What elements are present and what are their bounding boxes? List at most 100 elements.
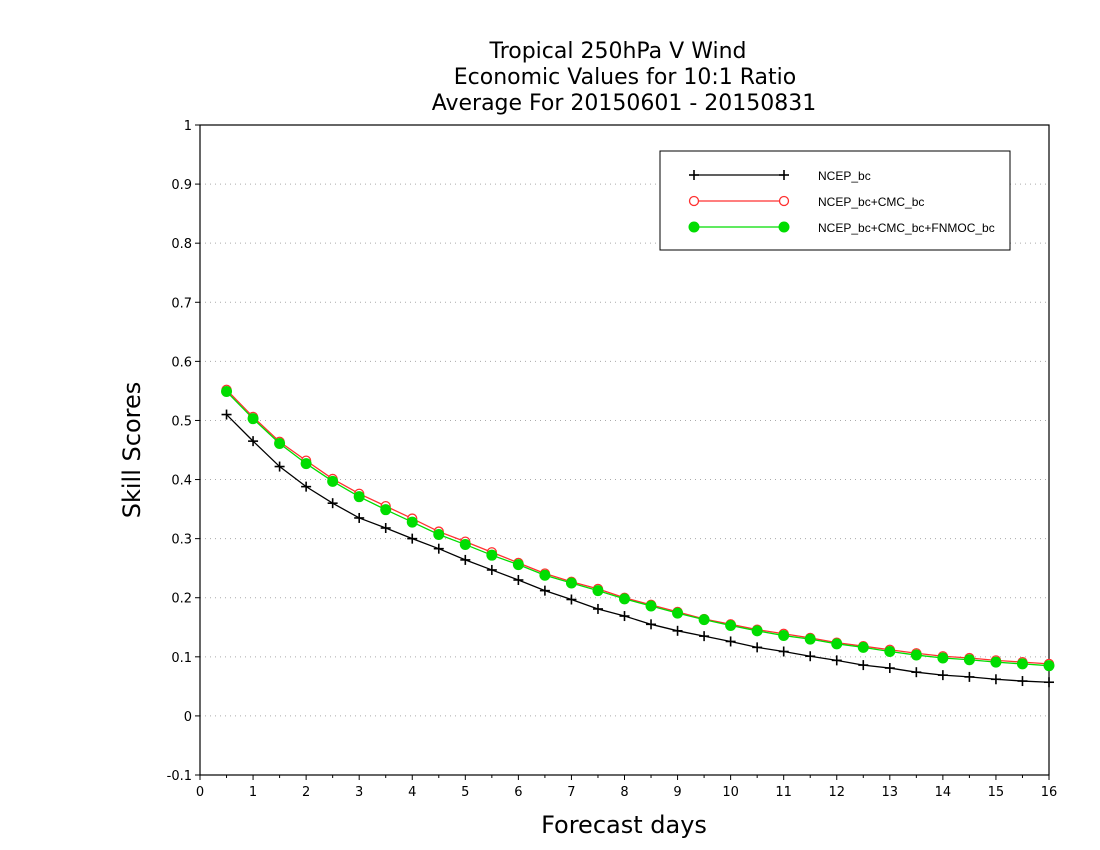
series-2-point-10 (486, 549, 498, 561)
series-2-point-25 (884, 646, 896, 657)
series-0-point-23 (831, 655, 842, 666)
legend-label-1: NCEP_bc+CMC_bc (818, 195, 924, 209)
legend-items: NCEP_bc NCEP_bc+CMC_bc NCEP_bc+CMC_bc+FNMO… (688, 169, 995, 235)
series-2-point-18 (698, 614, 710, 626)
series-2-point-6 (380, 504, 392, 516)
y-tick-label-5: 0.4 (171, 474, 192, 489)
series-2-point-5 (353, 491, 365, 503)
series-2-point-15 (619, 593, 630, 605)
grid-lines (200, 183, 1049, 717)
series-2-point-19 (725, 620, 737, 631)
y-tick-label-1: 0 (184, 710, 192, 725)
series-0-point-31 (1044, 677, 1054, 688)
series-2-point-11 (512, 559, 524, 571)
title-line-2: Economic Values for 10:1 Ratio (454, 65, 796, 90)
y-tick-label-11: 1 (184, 119, 192, 134)
series-0-point-7 (407, 533, 418, 544)
series-2-point-13 (565, 577, 577, 589)
y-tick-label-7: 0.6 (171, 355, 192, 370)
x-tick-label-2: 2 (302, 785, 310, 800)
x-tick-label-7: 7 (567, 785, 575, 800)
series-0-point-17 (672, 625, 683, 636)
series-0-point-15 (619, 611, 630, 622)
legend: NCEP_bc NCEP_bc+CMC_bc NCEP_bc+CMC_bc+FNMO… (659, 150, 1011, 251)
y-axis-ticks: -0.1 0 0.1 0.2 0.3 0.4 0.5 0.6 0.7 0.8 0.9 1 (167, 119, 200, 784)
series-0-point-22 (805, 651, 816, 662)
x-axis-label: Forecast days (541, 811, 707, 839)
x-tick-label-11: 11 (775, 785, 792, 800)
series-0-point-4 (327, 498, 338, 509)
series-0-point-12 (539, 585, 550, 596)
y-tick-label-10: 0.9 (171, 178, 192, 193)
series-2-point-27 (937, 652, 949, 664)
x-tick-label-4: 4 (408, 785, 416, 800)
legend-marker-start-2 (688, 221, 700, 233)
series-2-point-31 (1043, 660, 1055, 672)
legend-marker-start-1 (688, 195, 700, 207)
series-2-point-8 (433, 529, 445, 540)
y-tick-label-8: 0.7 (171, 296, 192, 311)
series-0-point-24 (858, 660, 869, 671)
series-2-point-29 (990, 656, 1002, 668)
series-0-point-6 (380, 523, 391, 533)
series-0 (221, 409, 1054, 688)
chart-title: Tropical 250hPa V Wind Economic Values f… (432, 39, 817, 116)
x-tick-label-0: 0 (196, 785, 204, 800)
series-2-point-7 (406, 516, 418, 528)
series-0-point-28 (964, 671, 975, 682)
series-line-2 (226, 391, 1050, 667)
series-0-point-11 (513, 575, 524, 585)
series-2-point-9 (459, 539, 471, 551)
y-tick-label-2: 0.1 (171, 651, 192, 666)
series-2-point-23 (831, 638, 843, 650)
x-tick-label-10: 10 (722, 785, 739, 800)
series-2-point-14 (592, 585, 604, 597)
series-line-0 (226, 414, 1050, 683)
legend-marker-end-2 (778, 221, 790, 233)
series-0-point-29 (990, 674, 1001, 685)
series-0-point-3 (301, 481, 312, 492)
series-layer (221, 384, 1055, 688)
x-tick-label-14: 14 (935, 785, 952, 800)
y-tick-label-9: 0.8 (171, 237, 192, 252)
series-2-point-17 (672, 607, 684, 619)
series-0-point-5 (354, 512, 365, 523)
x-tick-label-16: 16 (1041, 785, 1058, 800)
series-0-point-26 (911, 667, 922, 678)
x-tick-label-9: 9 (673, 785, 681, 800)
series-0-point-10 (486, 564, 497, 575)
legend-marker-end-0 (779, 170, 789, 180)
series-0-point-20 (752, 642, 763, 653)
series-2-point-16 (645, 600, 657, 612)
x-axis-ticks: 0 1 2 3 4 5 6 7 8 9 10 11 12 13 14 15 16 (196, 775, 1057, 800)
series-2-point-24 (857, 641, 869, 653)
series-2-point-4 (327, 475, 339, 487)
series-0-point-0 (221, 409, 232, 420)
legend-label-0: NCEP_bc (818, 169, 871, 183)
x-tick-label-6: 6 (514, 785, 522, 800)
series-2-point-12 (539, 569, 551, 581)
x-tick-label-1: 1 (249, 785, 257, 800)
y-tick-label-3: 0.2 (171, 592, 192, 607)
series-0-point-19 (725, 636, 736, 647)
legend-marker-start-0 (689, 170, 699, 180)
legend-label-2: NCEP_bc+CMC_bc+FNMOC_bc (818, 221, 995, 235)
legend-marker-end-1 (778, 195, 790, 207)
x-tick-label-15: 15 (988, 785, 1005, 800)
series-2-point-0 (221, 386, 233, 397)
series-1 (221, 384, 1055, 670)
title-line-3: Average For 20150601 - 20150831 (432, 91, 817, 116)
y-tick-label-0: -0.1 (167, 769, 192, 784)
y-tick-label-4: 0.3 (171, 533, 192, 548)
x-tick-label-8: 8 (620, 785, 628, 800)
y-axis-label: Skill Scores (118, 382, 146, 519)
series-2-point-21 (778, 630, 790, 642)
series-2-point-1 (247, 413, 259, 425)
series-2-point-3 (300, 458, 312, 470)
title-line-1: Tropical 250hPa V Wind (488, 39, 746, 64)
x-tick-label-12: 12 (828, 785, 845, 800)
series-0-point-2 (274, 461, 285, 472)
series-0-point-16 (646, 619, 657, 630)
series-2-point-20 (751, 625, 763, 637)
x-tick-label-3: 3 (355, 785, 363, 800)
